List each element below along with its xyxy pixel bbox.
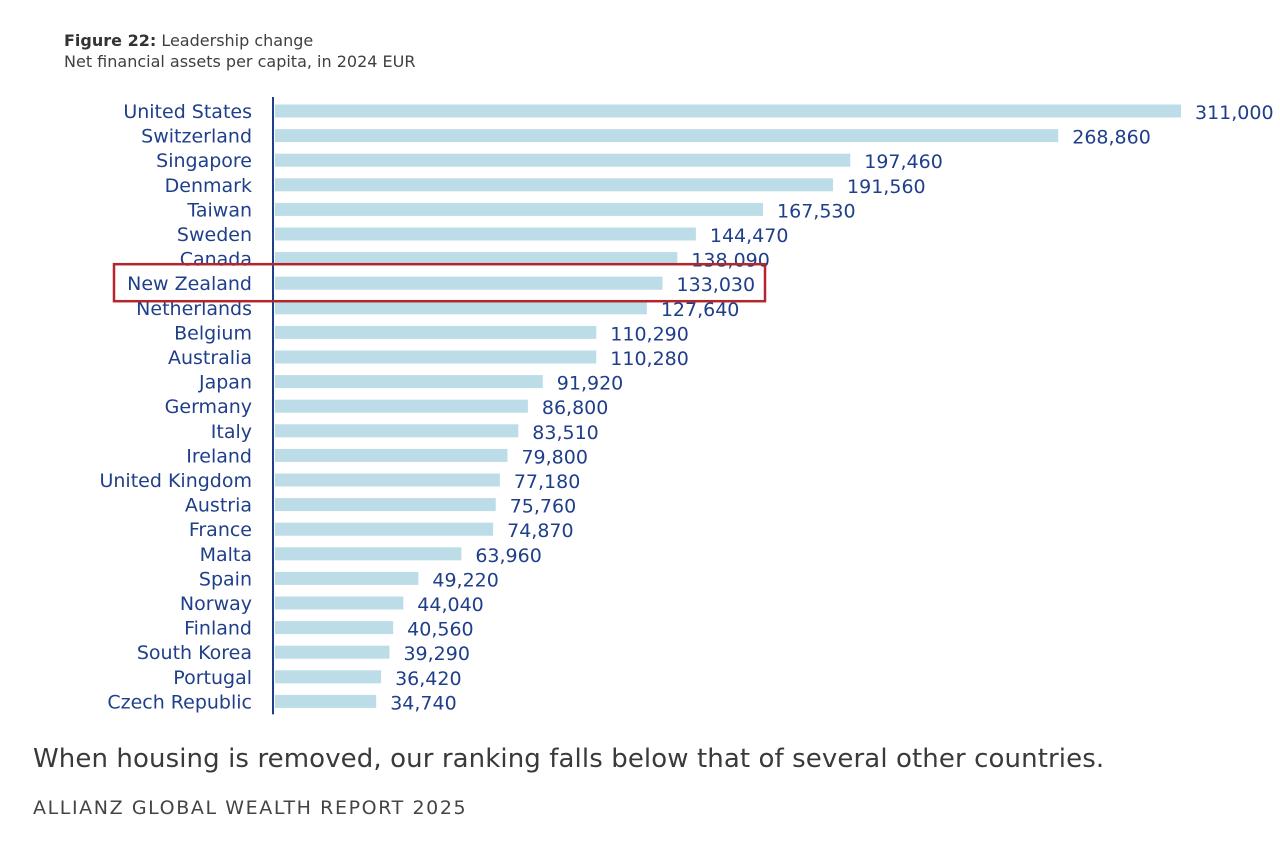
value-label: 110,280 — [610, 348, 689, 370]
bar — [275, 547, 462, 561]
category-label: Austria — [185, 495, 252, 517]
category-label: Czech Republic — [107, 691, 252, 713]
category-label: Portugal — [173, 667, 252, 689]
figure-title-line: Figure 22: Leadership change — [64, 30, 415, 51]
bar — [275, 645, 390, 659]
category-label: Sweden — [177, 224, 252, 246]
bar — [275, 424, 519, 438]
value-label: 191,560 — [847, 176, 926, 198]
bar — [275, 153, 851, 167]
category-label: Belgium — [174, 322, 252, 344]
bar — [275, 448, 508, 462]
value-label: 83,510 — [532, 422, 598, 444]
bar — [275, 252, 678, 266]
value-label: 197,460 — [864, 151, 943, 173]
bar — [275, 670, 382, 684]
value-label: 91,920 — [557, 373, 623, 395]
category-label: Finland — [184, 618, 252, 640]
value-label: 44,040 — [417, 594, 483, 616]
bar — [275, 350, 597, 364]
highlight-box — [112, 262, 767, 303]
value-label: 138,090 — [691, 250, 770, 272]
value-label: 268,860 — [1072, 127, 1151, 149]
bar — [275, 399, 528, 413]
category-label: United States — [123, 101, 252, 123]
value-label: 75,760 — [510, 496, 576, 518]
bar — [275, 301, 647, 315]
category-label: Singapore — [156, 150, 252, 172]
value-label: 49,220 — [432, 569, 498, 591]
bar — [275, 129, 1059, 143]
category-label: Switzerland — [141, 126, 252, 148]
value-label: 77,180 — [514, 471, 580, 493]
category-label: France — [189, 519, 252, 541]
category-label: Norway — [180, 593, 252, 615]
value-label: 167,530 — [777, 200, 856, 222]
bar — [275, 596, 404, 610]
category-label: Australia — [168, 347, 252, 369]
category-label: New Zealand — [127, 273, 252, 295]
category-label: Ireland — [186, 445, 252, 467]
caption: When housing is removed, our ranking fal… — [33, 744, 1105, 774]
category-label: Japan — [198, 372, 252, 394]
bar — [275, 276, 663, 290]
bar — [275, 375, 543, 389]
bar — [275, 571, 419, 585]
source-credit: ALLIANZ GLOBAL WEALTH REPORT 2025 — [33, 797, 468, 819]
category-label: United Kingdom — [99, 470, 252, 492]
value-label: 86,800 — [542, 397, 608, 419]
bar — [275, 104, 1181, 118]
bar — [275, 694, 377, 708]
value-label: 63,960 — [475, 545, 541, 567]
figure-title: Leadership change — [161, 31, 314, 50]
category-label: Spain — [199, 568, 252, 590]
category-label: South Korea — [137, 642, 252, 664]
bar — [275, 325, 597, 339]
figure-label: Figure 22: — [64, 31, 157, 50]
bar — [275, 227, 696, 241]
value-label: 74,870 — [507, 520, 573, 542]
value-label: 144,470 — [710, 225, 789, 247]
category-label: Malta — [200, 544, 252, 566]
value-label: 311,000 — [1195, 102, 1274, 124]
value-label: 127,640 — [661, 299, 740, 321]
value-label: 34,740 — [390, 692, 456, 714]
bar — [275, 473, 500, 487]
value-label: 40,560 — [407, 619, 473, 641]
bar — [275, 522, 494, 536]
bar — [275, 498, 496, 512]
bar — [275, 178, 834, 192]
bar — [275, 202, 764, 216]
value-label: 36,420 — [395, 668, 461, 690]
bar-chart: United States 311,000 Switzerland 268,860 Si… — [99, 97, 1274, 715]
category-label: Germany — [165, 396, 252, 418]
category-label: Canada — [180, 249, 252, 271]
category-label: Netherlands — [136, 298, 252, 320]
category-label: Taiwan — [186, 199, 252, 221]
bar — [275, 621, 394, 635]
value-label: 110,290 — [610, 323, 689, 345]
value-label: 79,800 — [521, 446, 587, 468]
value-label: 133,030 — [677, 274, 756, 296]
category-label: Denmark — [165, 175, 252, 197]
value-label: 39,290 — [403, 643, 469, 665]
figure-header: Figure 22: Leadership change Net financi… — [64, 30, 415, 72]
category-label: Italy — [211, 421, 252, 443]
figure-subtitle: Net financial assets per capita, in 2024… — [64, 52, 416, 71]
